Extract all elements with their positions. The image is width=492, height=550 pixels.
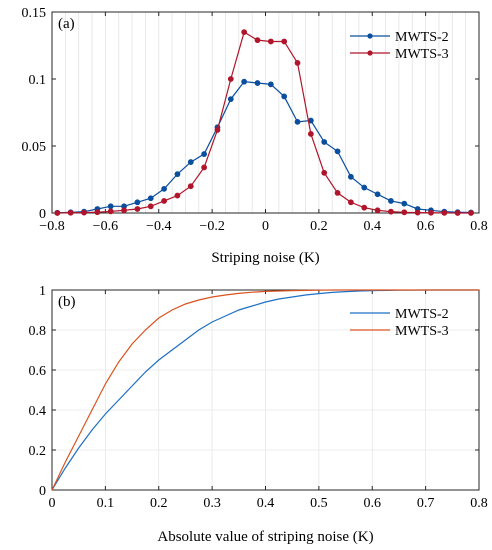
data-point-mwts-2: [187, 159, 194, 165]
x-tick-label: 0.2: [150, 496, 168, 511]
legend-label-mwts-3: MWTS-3: [395, 324, 449, 339]
data-point-mwts-3: [414, 209, 421, 216]
data-point-mwts-3: [454, 210, 461, 216]
data-point-mwts-2: [107, 203, 114, 210]
y-tick-label: 0: [39, 484, 46, 499]
data-point-mwts-3: [468, 210, 474, 216]
x-tick-label: 0.5: [310, 496, 328, 511]
data-point-mwts-2: [294, 118, 301, 125]
x-tick-label: 0.6: [364, 496, 382, 511]
data-point-mwts-3: [428, 209, 434, 216]
data-point-mwts-3: [347, 199, 354, 206]
x-tick-label: −0.8: [39, 219, 64, 234]
legend-label-mwts-2: MWTS-2: [395, 307, 449, 322]
y-tick-label: 0.05: [22, 140, 47, 155]
data-point-mwts-3: [227, 76, 234, 82]
data-point-mwts-2: [334, 148, 341, 155]
data-point-mwts-3: [267, 38, 274, 45]
y-tick-label: 0: [39, 207, 46, 222]
data-point-mwts-3: [201, 164, 208, 171]
data-point-mwts-3: [441, 209, 448, 216]
series-line-mwts-3: [51, 289, 479, 491]
y-tick-label: 0.1: [29, 73, 47, 88]
data-point-mwts-3: [307, 131, 314, 137]
data-point-mwts-2: [281, 93, 288, 100]
data-point-mwts-2: [347, 173, 354, 180]
panel-label: (b): [58, 294, 76, 310]
data-point-mwts-3: [134, 206, 141, 212]
data-point-mwts-3: [147, 203, 154, 210]
x-tick-label: 0: [262, 219, 269, 234]
data-point-mwts-3: [161, 198, 167, 204]
x-tick-label: 0.3: [203, 496, 221, 511]
data-point-mwts-3: [54, 210, 61, 216]
x-tick-label: 0.7: [417, 496, 435, 511]
x-tick-label: 0.1: [97, 496, 115, 511]
x-axis-label: Absolute value of striping noise (K): [157, 529, 373, 545]
data-point-mwts-2: [201, 151, 208, 157]
x-tick-label: −0.2: [199, 219, 224, 234]
y-tick-label: 0.2: [29, 444, 47, 459]
data-point-mwts-2: [374, 191, 381, 198]
panel-a: −0.8 −0.6 −0.4 −0.2 0 0.2 0.4 0.6 0.8 0 0.05 0.1 0.1…: [22, 6, 488, 266]
legend-label-mwts-3: MWTS-3: [395, 47, 449, 62]
data-point-mwts-3: [107, 208, 114, 215]
legend-marker-mwts-3: [367, 50, 373, 56]
x-tick-label: 0.6: [417, 219, 435, 234]
x-tick-label: 0.4: [257, 496, 275, 511]
panel-b: 0 0.1 0.2 0.3 0.4 0.5 0.6 0.7 0.8 0 0.2 0.4 0.6 0.8 1 A…: [29, 284, 488, 545]
legend-marker-mwts-2: [367, 33, 373, 39]
data-point-mwts-3: [374, 207, 381, 214]
y-tick-label: 0.4: [29, 404, 47, 419]
data-point-mwts-2: [254, 80, 261, 86]
data-point-mwts-3: [214, 127, 221, 133]
data-point-mwts-3: [67, 209, 74, 216]
data-point-mwts-2: [241, 78, 248, 85]
data-point-mwts-2: [388, 198, 394, 204]
legend: MWTS-2 MWTS-3: [350, 307, 449, 339]
data-point-mwts-2: [321, 139, 328, 145]
data-point-mwts-2: [401, 200, 408, 207]
data-point-mwts-3: [401, 209, 408, 216]
x-tick-label: 0: [49, 496, 56, 511]
data-point-mwts-3: [121, 207, 127, 214]
series-line-mwts-2: [57, 81, 472, 214]
data-point-mwts-2: [267, 81, 274, 88]
data-point-mwts-3: [254, 37, 261, 44]
data-point-mwts-3: [294, 60, 301, 66]
series-line-mwts-2: [51, 289, 479, 491]
data-point-mwts-3: [334, 189, 341, 196]
data-point-mwts-2: [227, 96, 234, 102]
data-point-mwts-2: [147, 195, 154, 202]
data-point-mwts-2: [361, 184, 368, 191]
data-point-mwts-2: [161, 185, 167, 192]
legend-label-mwts-2: MWTS-2: [395, 30, 449, 45]
y-tick-label: 0.6: [29, 364, 47, 379]
x-tick-label: 0.2: [310, 219, 328, 234]
data-point-mwts-3: [81, 209, 87, 216]
x-tick-label: 0.8: [470, 496, 488, 511]
x-tick-label: 0.4: [364, 219, 382, 234]
data-point-mwts-3: [321, 169, 328, 176]
data-point-mwts-2: [174, 171, 181, 178]
panel-label: (a): [58, 16, 75, 32]
data-point-mwts-3: [174, 192, 181, 199]
legend: MWTS-2 MWTS-3: [350, 30, 449, 62]
y-tick-label: 0.15: [22, 6, 47, 21]
data-point-mwts-3: [241, 29, 248, 35]
data-point-mwts-2: [134, 199, 141, 206]
y-tick-label: 0.8: [29, 324, 47, 339]
data-point-mwts-3: [361, 204, 368, 211]
x-tick-label: 0.8: [470, 219, 488, 234]
y-tick-label: 1: [39, 284, 46, 299]
x-tick-label: −0.6: [93, 219, 118, 234]
x-tick-label: −0.4: [146, 219, 171, 234]
data-point-mwts-3: [187, 183, 194, 190]
data-point-mwts-3: [281, 38, 288, 45]
x-axis-label: Striping noise (K): [211, 250, 319, 266]
data-point-mwts-3: [94, 209, 101, 216]
data-point-mwts-3: [388, 208, 394, 215]
